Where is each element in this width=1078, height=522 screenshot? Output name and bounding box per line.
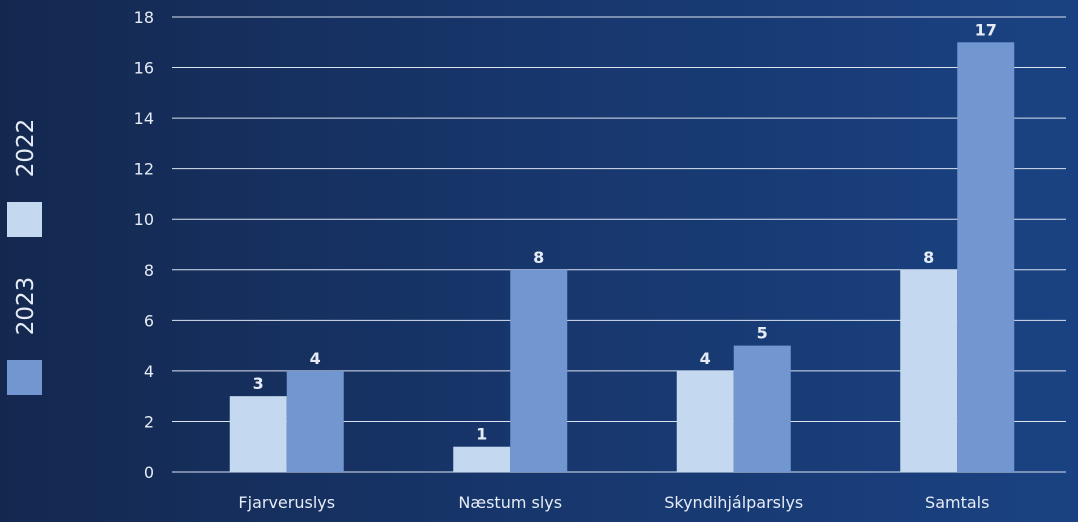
bar-2023-1 [510,269,568,472]
legend-swatch-2022 [7,202,42,237]
bar-2022-3 [900,269,958,472]
legend-label: 2023 [13,277,39,336]
x-tick-label: Fjarveruslys [238,493,335,512]
x-tick-label: Skyndihjálparslys [664,493,803,512]
bar-2022-0 [229,396,287,472]
legend: 2022 2023 [7,119,42,395]
x-tick-label: Samtals [925,493,989,512]
data-label: 8 [533,248,544,267]
legend-label: 2022 [13,119,39,178]
x-tick-label: Næstum slys [458,493,562,512]
y-tick-label: 8 [144,261,154,280]
bar-2023-0 [286,370,344,472]
bar-2023-2 [733,345,791,472]
y-tick-label: 18 [134,8,154,27]
data-labels: 3 4 1 8 4 5 8 17 [253,20,997,443]
y-tick-label: 12 [134,160,154,179]
y-tick-label: 4 [144,362,154,381]
y-tick-label: 10 [134,210,154,229]
data-label: 3 [253,374,264,393]
data-label: 17 [975,20,997,39]
y-axis-ticks: 0 2 4 6 8 10 12 14 16 18 [134,8,154,482]
bar-2022-1 [453,446,511,472]
data-label: 5 [757,324,768,343]
x-axis-labels: Fjarveruslys Næstum slys Skyndihjálparslys… [238,493,989,512]
bar-2022-2 [676,370,734,472]
legend-swatch-2023 [7,360,42,395]
data-label: 8 [923,248,934,267]
data-label: 4 [310,349,321,368]
y-tick-label: 14 [134,109,154,128]
data-label: 4 [700,349,711,368]
bar-2023-3 [957,42,1015,473]
y-tick-label: 6 [144,311,154,330]
y-tick-label: 16 [134,59,154,78]
data-label: 1 [476,425,487,444]
y-tick-label: 0 [144,463,154,482]
y-tick-label: 2 [144,412,154,431]
bars [229,42,1015,473]
